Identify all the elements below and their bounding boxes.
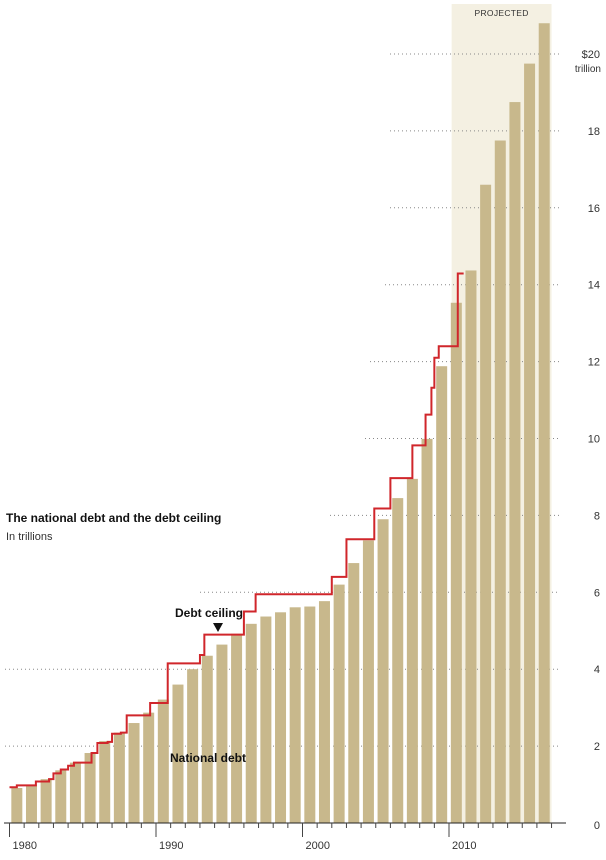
debt-bar bbox=[128, 723, 140, 823]
y-tick-label: $20 bbox=[582, 49, 600, 61]
bars bbox=[11, 23, 550, 824]
debt-bar bbox=[25, 784, 37, 823]
debt-bar bbox=[40, 779, 52, 823]
y-tick-label: 10 bbox=[588, 434, 600, 446]
debt-bar bbox=[99, 741, 111, 823]
debt-bar bbox=[538, 23, 550, 824]
debt-bar bbox=[275, 612, 287, 823]
x-tick-label: 1990 bbox=[159, 840, 183, 852]
x-tick-label: 2000 bbox=[306, 840, 330, 852]
debt-bar bbox=[494, 140, 506, 823]
debt-bar bbox=[260, 616, 272, 823]
debt-bar bbox=[304, 606, 316, 823]
debt-bar bbox=[172, 684, 184, 823]
debt-bar bbox=[392, 498, 404, 823]
debt-ceiling-arrow-icon bbox=[213, 623, 223, 632]
debt-bar bbox=[450, 302, 462, 824]
debt-bar bbox=[201, 655, 213, 823]
debt-bar bbox=[216, 644, 228, 823]
debt-bar bbox=[69, 762, 81, 823]
y-ticks: 0 2 4 6 8 10 12 14 16 18 $20 bbox=[582, 49, 600, 832]
debt-bar bbox=[289, 607, 301, 823]
debt-bar bbox=[524, 63, 536, 824]
chart-subtitle: In trillions bbox=[6, 531, 53, 543]
debt-bar bbox=[377, 519, 389, 823]
debt-bar bbox=[362, 540, 374, 823]
y-tick-label: 12 bbox=[588, 357, 600, 369]
y-tick-label: 8 bbox=[594, 510, 600, 522]
debt-bar bbox=[333, 584, 345, 823]
debt-ceiling-label: Debt ceiling bbox=[175, 606, 243, 620]
y-tick-label: 16 bbox=[588, 203, 600, 215]
debt-bar bbox=[55, 770, 67, 823]
y-tick-label: 18 bbox=[588, 126, 600, 138]
debt-bar bbox=[406, 478, 418, 823]
y-tick-label: 6 bbox=[594, 587, 600, 599]
x-tick-label: 1980 bbox=[13, 840, 37, 852]
y-unit-label: trillion bbox=[575, 64, 601, 75]
debt-bar bbox=[509, 102, 521, 823]
debt-bar bbox=[231, 633, 243, 823]
y-tick-label: 2 bbox=[594, 741, 600, 753]
chart-title: The national debt and the debt ceiling bbox=[6, 511, 222, 525]
x-tick-label: 2010 bbox=[452, 840, 476, 852]
projected-label: PROJECTED bbox=[475, 8, 529, 18]
debt-bar bbox=[113, 732, 125, 823]
debt-bar bbox=[187, 669, 199, 823]
debt-bar bbox=[84, 753, 96, 823]
debt-bar bbox=[11, 788, 23, 823]
y-tick-label: 4 bbox=[594, 664, 600, 676]
debt-ceiling-line bbox=[9, 272, 464, 789]
debt-bar bbox=[143, 712, 155, 823]
debt-bar bbox=[157, 699, 169, 823]
debt-bar bbox=[348, 563, 360, 823]
debt-bar bbox=[436, 366, 448, 823]
debt-bar bbox=[465, 270, 477, 823]
debt-bar bbox=[318, 601, 330, 823]
y-tick-label: 0 bbox=[594, 820, 600, 832]
debt-bar bbox=[245, 623, 257, 823]
y-tick-label: 14 bbox=[588, 280, 600, 292]
debt-bar bbox=[480, 184, 492, 824]
national-debt-label: National debt bbox=[170, 751, 246, 765]
debt-bar bbox=[421, 438, 433, 823]
x-ticks: 1980 1990 2000 2010 bbox=[9, 823, 553, 852]
